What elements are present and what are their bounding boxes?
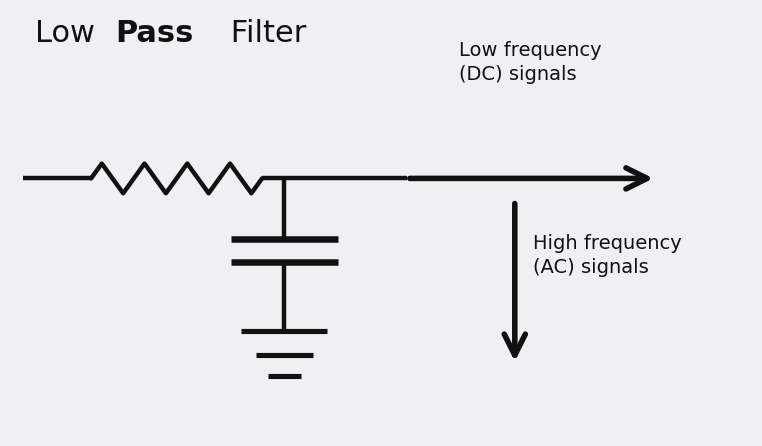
- Text: Pass: Pass: [115, 19, 194, 48]
- Text: High frequency
(AC) signals: High frequency (AC) signals: [533, 234, 682, 277]
- Text: Filter: Filter: [221, 19, 306, 48]
- Text: Low frequency
(DC) signals: Low frequency (DC) signals: [459, 41, 602, 84]
- Text: Low: Low: [35, 19, 105, 48]
